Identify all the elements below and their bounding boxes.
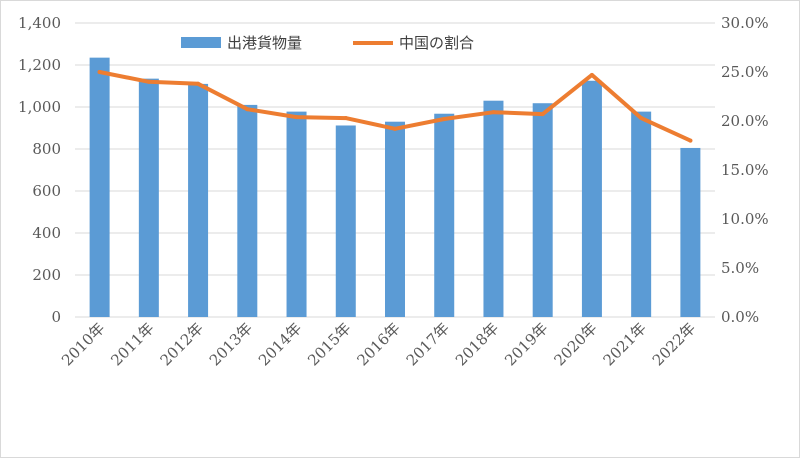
right-tick-label: 5.0% — [721, 259, 759, 277]
x-axis-labels: 2010年2011年2012年2013年2014年2015年2016年2017年… — [58, 319, 699, 369]
line-point — [491, 110, 496, 115]
bar — [286, 111, 307, 318]
line-point — [393, 126, 397, 131]
left-tick-label: 800 — [32, 140, 61, 158]
x-tick-label: 2011年 — [107, 319, 157, 369]
line-point — [343, 116, 348, 121]
line-point — [540, 112, 545, 117]
x-tick-label: 2013年 — [206, 319, 256, 369]
line-point — [146, 79, 151, 84]
line-point — [294, 115, 299, 120]
bar — [335, 125, 356, 317]
x-tick-label: 2010年 — [58, 319, 108, 369]
bar — [237, 104, 258, 318]
left-tick-label: 0 — [51, 308, 61, 326]
line-point — [639, 116, 644, 121]
bar — [89, 57, 110, 318]
right-tick-label: 20.0% — [721, 112, 769, 130]
right-tick-label: 0.0% — [721, 308, 759, 326]
bar — [631, 111, 652, 318]
right-axis-labels: 0.0% 5.0% 10.0% 15.0% 20.0% 25.0% 30.0% — [721, 14, 769, 326]
bar — [581, 80, 602, 317]
right-tick-label: 25.0% — [721, 63, 769, 81]
right-tick-label: 10.0% — [721, 210, 769, 228]
left-tick-label: 1,400 — [18, 14, 61, 32]
x-tick-label: 2014年 — [255, 319, 305, 369]
line-point — [97, 70, 102, 74]
bar — [385, 121, 405, 317]
left-tick-label: 1,200 — [18, 56, 61, 74]
line-point — [196, 81, 201, 86]
bar — [483, 100, 504, 317]
x-tick-label: 2017年 — [403, 319, 453, 369]
x-tick-label: 2018年 — [452, 319, 502, 369]
x-tick-label: 2012年 — [157, 319, 207, 369]
line-point — [442, 117, 447, 122]
left-tick-label: 1,000 — [18, 98, 61, 116]
line-point — [589, 72, 594, 77]
bar — [188, 83, 209, 318]
bar — [680, 147, 701, 317]
bar-series — [89, 57, 701, 318]
line-point — [245, 107, 250, 112]
line-series — [97, 70, 693, 143]
line-point — [688, 138, 693, 143]
x-tick-label: 2021年 — [600, 319, 650, 369]
right-tick-label: 15.0% — [721, 161, 769, 179]
left-tick-label: 400 — [32, 224, 61, 242]
legend-bar-label: 出港貨物量 — [227, 34, 302, 52]
left-tick-label: 600 — [32, 182, 61, 200]
bar — [434, 113, 455, 317]
legend-bar-swatch — [181, 37, 221, 48]
x-tick-label: 2020年 — [550, 319, 600, 369]
x-tick-label: 2016年 — [353, 319, 403, 369]
bar — [138, 78, 159, 318]
x-tick-label: 2019年 — [501, 319, 551, 369]
x-tick-label: 2022年 — [649, 319, 699, 369]
bar — [532, 103, 553, 317]
x-tick-label: 2015年 — [304, 319, 354, 369]
left-axis-labels: 0 200 400 600 800 1,000 1,200 1,400 — [18, 14, 61, 326]
left-tick-label: 200 — [32, 266, 61, 284]
right-tick-label: 30.0% — [721, 14, 769, 32]
legend: 出港貨物量 中国の割合 — [181, 34, 474, 52]
legend-line-label: 中国の割合 — [399, 34, 474, 52]
